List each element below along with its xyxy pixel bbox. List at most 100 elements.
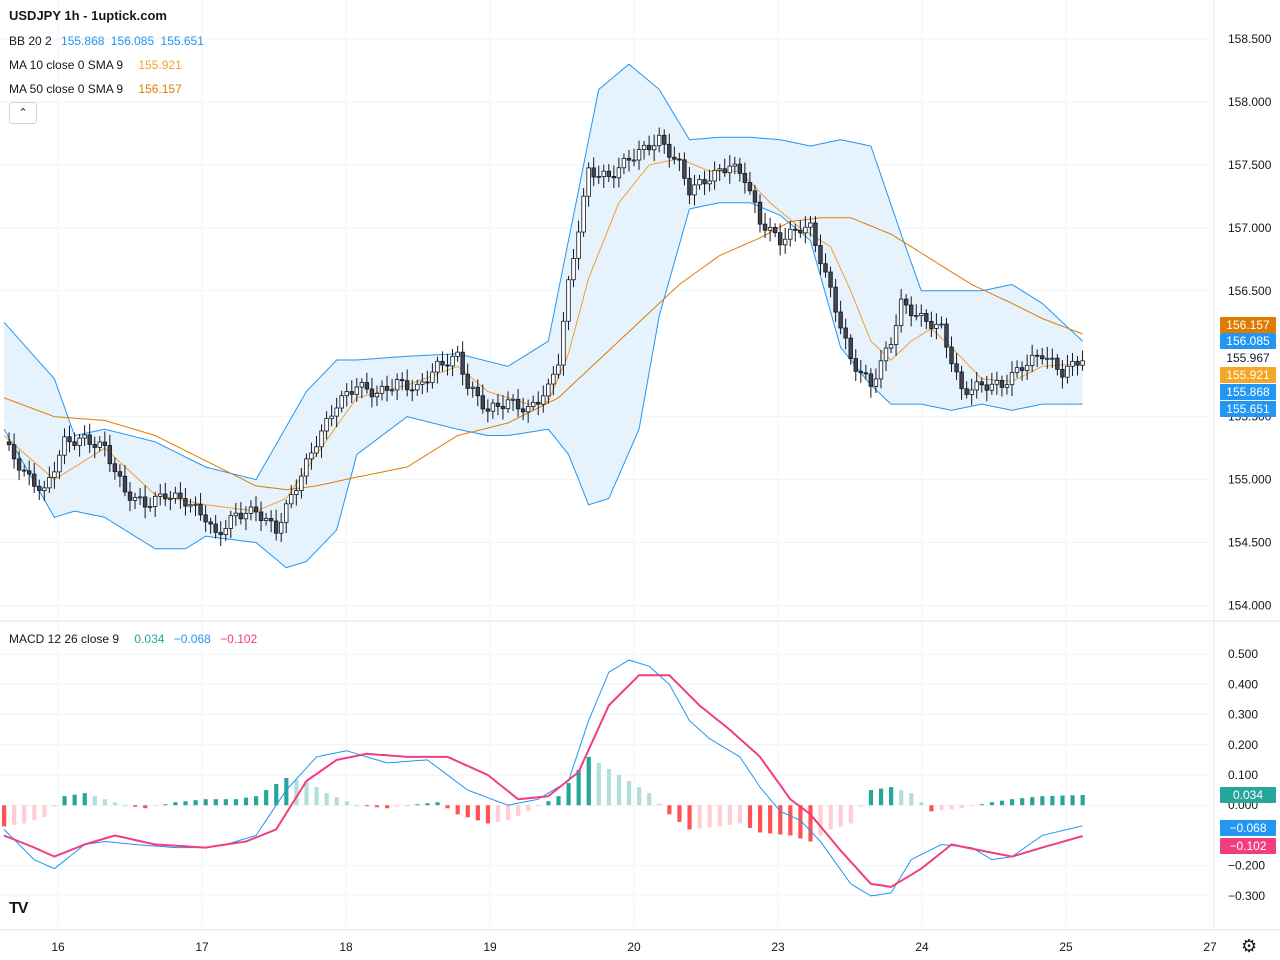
- candle-body: [621, 157, 627, 169]
- candle-body: [510, 398, 516, 401]
- candle-body: [364, 382, 370, 390]
- candle-body: [984, 384, 989, 391]
- candle-body: [1045, 357, 1050, 360]
- gear-icon[interactable]: ⚙: [1241, 936, 1258, 956]
- candle-body: [939, 323, 944, 326]
- histogram-bar: [1040, 796, 1045, 806]
- histogram-bar: [455, 805, 460, 815]
- candle-body: [838, 311, 843, 329]
- histogram-bar: [969, 805, 974, 807]
- macd-lines: [3, 659, 1083, 897]
- histogram-bar: [122, 805, 128, 807]
- legend-ma10[interactable]: MA 10 close 0 SMA 9 155.921: [9, 58, 182, 72]
- histogram-bar: [163, 804, 168, 806]
- candle-body: [657, 134, 662, 147]
- histogram-bar: [264, 790, 269, 806]
- candle-body: [762, 223, 768, 231]
- candle-body: [324, 417, 329, 432]
- price-badge: [1220, 333, 1276, 349]
- histogram-bar: [808, 805, 813, 842]
- candle-body: [198, 503, 203, 516]
- histogram-bar: [233, 799, 239, 806]
- price-badge-label: 155.651: [1226, 402, 1270, 416]
- candle-body: [672, 156, 677, 160]
- histogram-bar: [939, 805, 944, 811]
- histogram-bar: [1070, 795, 1075, 806]
- histogram-bar: [657, 803, 662, 806]
- histogram-bar: [385, 805, 390, 809]
- histogram-bar: [183, 801, 188, 806]
- candle-body: [168, 498, 173, 500]
- candle-body: [203, 514, 208, 523]
- legend-macd-hist: 0.034: [134, 632, 165, 646]
- candle-body: [21, 469, 27, 472]
- candle-body: [183, 498, 188, 507]
- histogram-bar: [364, 805, 370, 807]
- candle-body: [480, 395, 485, 410]
- candle-body: [707, 180, 712, 185]
- candle-body: [561, 320, 566, 366]
- histogram-bar: [32, 805, 37, 821]
- candle-body: [495, 402, 501, 407]
- candle-body: [919, 313, 924, 316]
- candle-body: [949, 346, 954, 365]
- candle-body: [455, 351, 460, 357]
- legend-bb[interactable]: BB 20 2 155.868 156.085 155.651: [9, 34, 204, 48]
- legend-ma50-name: MA 50 close 0 SMA 9: [9, 82, 124, 96]
- candle-body: [268, 517, 274, 522]
- legend-ma50[interactable]: MA 50 close 0 SMA 9 156.157: [9, 82, 182, 96]
- candle-body: [213, 523, 218, 533]
- candle-body: [803, 226, 808, 234]
- candle-body: [425, 381, 430, 384]
- candle-body: [26, 470, 32, 475]
- histogram-bar: [52, 805, 57, 807]
- candle-body: [954, 363, 959, 373]
- candle-body: [737, 163, 743, 174]
- histogram-bar: [637, 787, 642, 806]
- histogram-bar: [576, 769, 581, 806]
- histogram-bar: [697, 805, 702, 829]
- price-badge-label: 155.921: [1226, 368, 1270, 382]
- price-badge-label: 156.085: [1226, 334, 1270, 348]
- legend-macd[interactable]: MACD 12 26 close 9 0.034 −0.068 −0.102: [9, 632, 257, 646]
- macd-tick-label: 0.200: [1228, 738, 1258, 752]
- histogram-bar: [899, 790, 904, 806]
- candle-body: [914, 315, 919, 317]
- price-badge: [1220, 350, 1276, 366]
- candle-body: [278, 521, 284, 534]
- candle-body: [263, 517, 269, 521]
- candle-body: [531, 401, 536, 407]
- candle-body: [883, 347, 889, 362]
- candle-body: [1004, 384, 1010, 388]
- histogram-bar: [526, 805, 531, 812]
- chevron-up-icon[interactable]: ⌃: [9, 102, 37, 124]
- histogram-bar: [42, 805, 47, 818]
- macd-badge-label: −0.068: [1229, 821, 1266, 835]
- histogram-bar: [1060, 795, 1065, 806]
- candle-body: [399, 379, 405, 382]
- candle-body: [435, 360, 440, 373]
- histogram-bar: [596, 762, 601, 806]
- candle-body: [505, 399, 511, 410]
- candle-body: [873, 378, 879, 387]
- legend-ma10-name: MA 10 close 0 SMA 9: [9, 58, 124, 72]
- candle-body: [354, 386, 359, 395]
- signal-line: [3, 674, 1083, 888]
- candle-body: [218, 532, 223, 536]
- histogram-bar: [758, 805, 763, 833]
- candle-body: [107, 445, 113, 465]
- price-tick-label: 157.500: [1228, 158, 1272, 172]
- price-tick-label: 158.500: [1228, 32, 1272, 46]
- price-tick-label: 155.000: [1228, 473, 1272, 487]
- candle-body: [314, 446, 319, 454]
- macd-histogram: [2, 756, 1085, 842]
- time-tick-label: 23: [771, 940, 785, 954]
- histogram-bar: [254, 796, 259, 806]
- time-tick-label: 16: [51, 940, 65, 954]
- histogram-bar: [92, 796, 97, 806]
- histogram-bar: [667, 805, 672, 815]
- price-badge: [1220, 367, 1276, 383]
- candle-body: [117, 471, 123, 477]
- candle-body: [888, 344, 894, 349]
